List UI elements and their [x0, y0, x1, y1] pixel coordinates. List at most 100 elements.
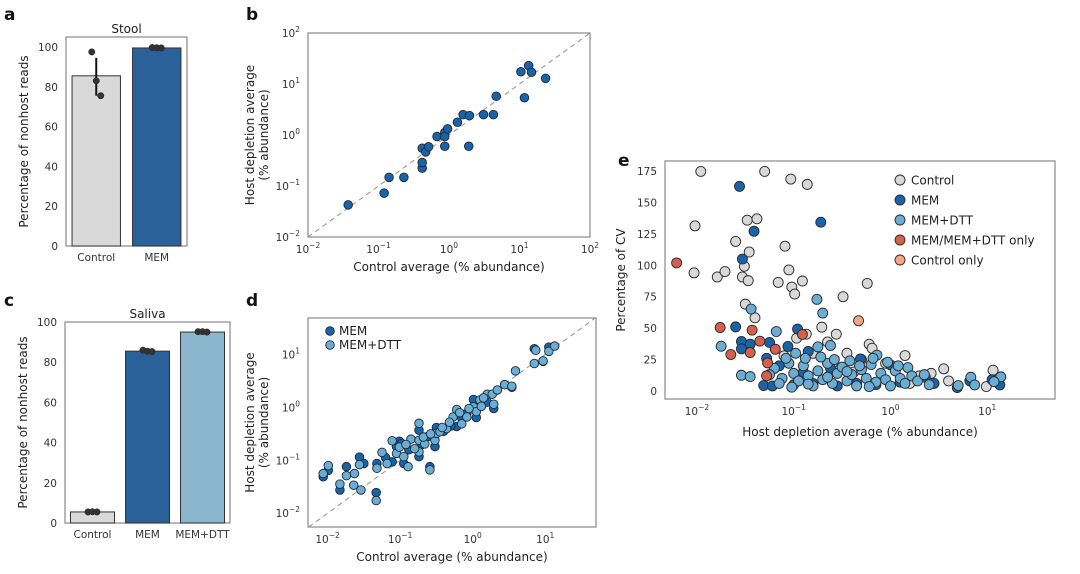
y-tick-label: 50	[644, 323, 657, 335]
point-mem-dtt	[799, 352, 811, 364]
legend-label-control-only: Control only	[911, 254, 984, 268]
point-mem-dtt	[478, 393, 489, 403]
point-mem-dtt	[335, 479, 345, 489]
panel-title: Stool	[111, 22, 141, 36]
point-mem-dtt	[817, 307, 829, 319]
y-axis-label: Host depletion average	[243, 352, 257, 492]
point-control	[830, 328, 842, 340]
point-mem	[440, 141, 450, 151]
point-mem-dtt	[828, 354, 840, 365]
point-control	[695, 165, 707, 177]
plot-frame	[664, 160, 1056, 400]
point-mem-dtt	[507, 381, 517, 392]
point-mem-dtt	[323, 460, 334, 471]
point-mem-dtt	[773, 377, 785, 389]
y-tick-label: 100	[38, 42, 58, 54]
panel-a-stool-bar-chart: 0 20 40 60 80 100 Stool Percentage of nonhost r…	[17, 22, 188, 264]
point-mem-dtt	[745, 303, 757, 315]
y-tick-label: 60	[45, 122, 58, 134]
point-mem-dtt	[437, 422, 447, 433]
point-mem	[452, 117, 463, 127]
data-point	[93, 508, 101, 516]
point-mem-dtt	[409, 443, 420, 454]
point-mem-dtt	[538, 356, 548, 366]
point-control	[742, 275, 754, 287]
y-axis-label-units: (% abundance)	[257, 377, 271, 468]
point-mem-mem-dtt-only	[796, 328, 808, 340]
y-tick-label: 10−2	[276, 505, 301, 520]
point-control	[719, 266, 731, 278]
point-mem	[516, 67, 526, 77]
point-mem-dtt	[399, 451, 409, 462]
point-control	[801, 178, 813, 190]
point-mem-dtt	[822, 371, 834, 383]
point-mem-dtt	[549, 341, 560, 351]
point-mem-dtt	[780, 352, 792, 364]
data-point	[157, 44, 165, 52]
plot-frame	[307, 317, 597, 528]
panel-label-e: e	[618, 151, 630, 171]
y-tick-label: 20	[45, 201, 58, 213]
point-mem-dtt	[923, 379, 935, 391]
point-control	[711, 271, 723, 283]
point-mem-dtt	[969, 379, 981, 391]
point-mem	[748, 225, 760, 237]
point-mem-mem-dtt-only	[744, 347, 756, 358]
legend-marker-mem	[894, 194, 906, 206]
point-control	[772, 276, 784, 288]
y-tick-label: 102	[282, 25, 300, 40]
y-tick-label: 175	[637, 166, 657, 178]
y-tick-label: 101	[282, 76, 300, 91]
point-mem-dtt	[841, 366, 853, 377]
y-axis-label-units: (% abundance)	[257, 89, 271, 180]
point-mem-mem-dtt-only	[746, 324, 758, 336]
point-mem-dtt	[492, 385, 503, 395]
point-mem-dtt	[815, 351, 827, 363]
data-point	[92, 77, 100, 85]
point-control	[816, 321, 828, 333]
panel-title: Saliva	[129, 307, 165, 321]
point-mem-dtt	[988, 376, 1000, 388]
point-mem	[782, 341, 794, 352]
x-tick-label: MEM	[135, 529, 160, 541]
point-mem-dtt	[354, 459, 365, 470]
point-control	[796, 275, 808, 287]
y-tick-label: 100	[282, 127, 300, 142]
y-tick-label: 100	[37, 317, 57, 329]
x-tick-label: 10−2	[685, 403, 710, 418]
point-control-only	[853, 315, 864, 327]
point-mem	[379, 188, 389, 198]
x-axis-label: Control average (% abundance)	[356, 550, 547, 564]
point-mem	[423, 141, 434, 152]
point-control	[943, 375, 954, 387]
point-mem	[478, 109, 489, 120]
point-mem-dtt	[349, 468, 360, 479]
point-mem-dtt	[952, 380, 964, 392]
point-mem-mem-dtt-only	[671, 257, 683, 269]
y-tick-label: 0	[50, 518, 57, 530]
legend-marker-control-only	[894, 254, 906, 266]
point-control	[741, 214, 753, 226]
point-control	[899, 350, 911, 361]
x-tick-label: 100	[440, 241, 458, 256]
data-point	[88, 48, 96, 56]
x-tick-label: Control	[77, 252, 115, 264]
x-tick-label: 101	[978, 403, 996, 418]
y-tick-label: 80	[45, 82, 58, 94]
point-control	[785, 173, 797, 185]
y-axis-label: Percentage of nonhost reads	[17, 55, 31, 227]
point-mem-dtt	[414, 418, 424, 429]
point-mem-mem-dtt-only	[714, 322, 726, 333]
point-mem-dtt	[529, 358, 540, 369]
point-mem-dtt	[531, 345, 541, 356]
legend-marker-mem	[325, 326, 335, 336]
point-mem-dtt	[863, 381, 875, 393]
y-tick-label: 150	[637, 197, 657, 209]
point-mem-mem-dtt-only	[762, 357, 774, 369]
x-tick-label: 10−2	[296, 241, 321, 256]
point-mem-dtt	[812, 365, 824, 377]
point-control	[789, 288, 801, 300]
data-point	[148, 348, 156, 355]
x-tick-label: 101	[536, 531, 554, 546]
